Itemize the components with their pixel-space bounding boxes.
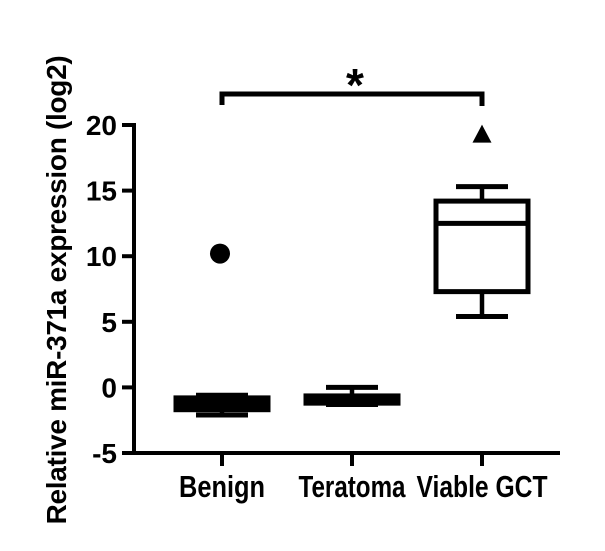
y-tick-label: 10 <box>86 241 117 272</box>
y-tick-label: 15 <box>86 176 117 207</box>
box <box>303 393 401 406</box>
x-category-label: Benign <box>179 469 265 504</box>
significance-label: * <box>346 59 364 111</box>
y-tick-label: 5 <box>101 307 117 338</box>
y-tick-label: -5 <box>92 438 117 469</box>
outlier-triangle <box>472 124 492 143</box>
x-category-label: Teratoma <box>299 469 407 504</box>
outlier-circle <box>210 243 230 264</box>
y-tick-label: 0 <box>101 372 117 403</box>
x-category-label: Viable GCT <box>417 469 548 504</box>
box <box>433 198 531 295</box>
y-axis-label: Relative miR-371a expression (log2) <box>41 55 72 525</box>
significance-bracket <box>219 91 485 106</box>
box <box>173 395 271 413</box>
y-tick-label: 20 <box>86 110 117 141</box>
